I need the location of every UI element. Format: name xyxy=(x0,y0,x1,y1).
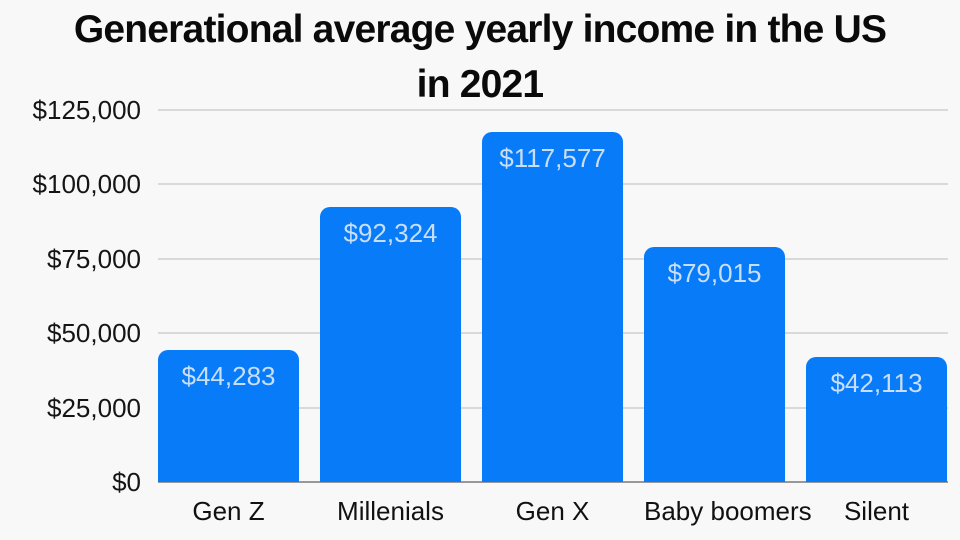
bar: $79,015 xyxy=(644,247,785,482)
zero-gridline xyxy=(158,481,948,483)
y-axis-tick-label: $75,000 xyxy=(47,243,141,274)
bar: $42,113 xyxy=(806,357,947,482)
bar-value-label: $44,283 xyxy=(181,361,276,391)
y-axis-tick-label: $100,000 xyxy=(32,169,141,200)
chart-title-line2: in 2021 xyxy=(416,63,544,106)
y-axis-tick-label: $50,000 xyxy=(47,318,141,349)
bar: $92,324 xyxy=(320,207,461,482)
y-axis-tick-label: $125,000 xyxy=(32,95,141,125)
bar: $117,577 xyxy=(482,132,623,482)
y-axis-tick-label: $25,000 xyxy=(47,392,141,423)
x-axis-label: Gen Z xyxy=(192,496,265,526)
gridline xyxy=(158,109,948,111)
bar-value-label: $42,113 xyxy=(830,368,923,398)
plot-area: $44,283 $92,324 $117,577 $79,015 $42,113 xyxy=(158,110,947,482)
bar-value-label: $79,015 xyxy=(667,258,762,288)
bar-value-label: $117,577 xyxy=(499,143,606,173)
chart-title-line1: Generational average yearly income in th… xyxy=(73,8,887,51)
bar: $44,283 xyxy=(158,350,299,482)
chart-title: Generational average yearly income in th… xyxy=(0,2,960,112)
x-axis-label: Gen X xyxy=(515,496,590,526)
x-axis: Gen Z Millenials Gen X Baby boomers Silent xyxy=(158,495,947,527)
x-axis-label: Baby boomers xyxy=(644,496,812,526)
y-axis-tick-label: $0 xyxy=(112,467,141,497)
x-axis-label: Millenials xyxy=(337,496,444,526)
x-axis-label: Silent xyxy=(843,496,910,526)
bar-value-label: $92,324 xyxy=(343,218,438,248)
